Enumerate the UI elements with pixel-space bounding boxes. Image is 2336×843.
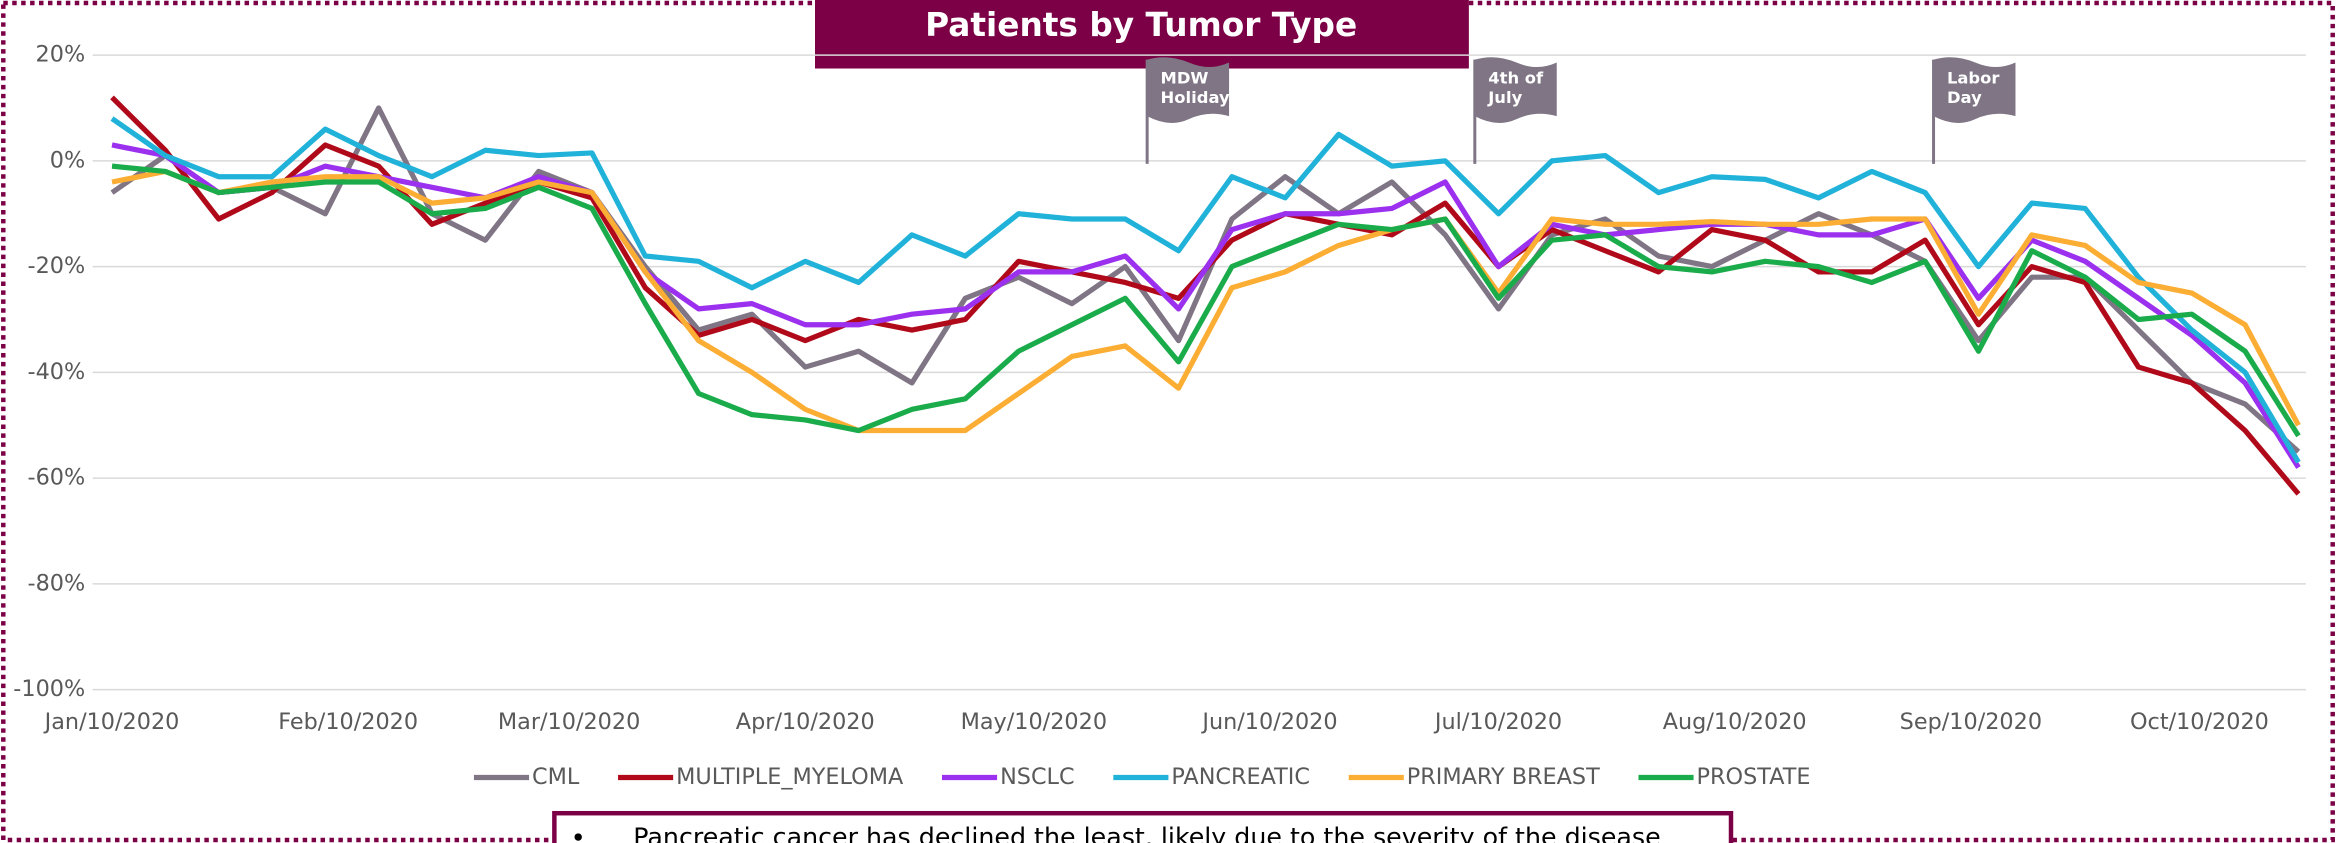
y-tick-label: 20% [36,42,86,68]
y-tick-label: -100% [13,676,85,702]
y-tick-label: -20% [28,253,86,279]
note-box [552,810,1734,843]
flag [1474,57,1557,123]
x-tick-label: Sep/10/2020 [1900,709,2042,735]
flag-label: Holiday [1161,88,1230,107]
series-line [111,142,2301,469]
flag-label: Labor [1947,68,2000,87]
x-tick-label: Aug/10/2020 [1663,709,1807,735]
x-tick-label: Oct/10/2020 [2130,709,2269,735]
chart-title: Patients by Tumor Type [925,6,1357,44]
x-tick-label: Jul/10/2020 [1433,709,1562,735]
y-tick-label: -80% [28,570,86,596]
legend-label: CML [532,764,580,790]
flag-label: 4th of [1488,68,1544,87]
legend-label: NSCLC [1000,764,1074,790]
flag-label: MDW [1161,68,1209,87]
y-tick-label: 0% [50,147,85,173]
x-tick-label: Feb/10/2020 [278,709,418,735]
x-tick-label: Jun/10/2020 [1200,709,1337,735]
series-line [110,116,2301,464]
note: Pancreatic cancer has declined the least… [633,823,1660,843]
x-tick-label: Jan/10/2020 [43,709,180,735]
x-tick-label: May/10/2020 [961,709,1107,735]
flag-label: Day [1947,88,1982,107]
title-box [815,0,1469,69]
flag-label: July [1487,88,1522,107]
x-tick-label: Apr/10/2020 [736,709,875,735]
legend-label: PROSTATE [1697,764,1811,790]
x-tick-label: Mar/10/2020 [498,709,640,735]
legend-label: MULTIPLE_MYELOMA [676,764,904,790]
legend-label: PRIMARY BREAST [1407,764,1600,790]
flag [1147,57,1230,123]
series-line [111,168,2301,434]
bullet [574,833,582,841]
y-tick-label: -40% [28,359,86,385]
series-line [110,105,2301,454]
y-tick-label: -60% [28,465,86,491]
flag [1933,57,2016,123]
series-line [111,163,2301,438]
legend-label: PANCREATIC [1171,764,1310,790]
